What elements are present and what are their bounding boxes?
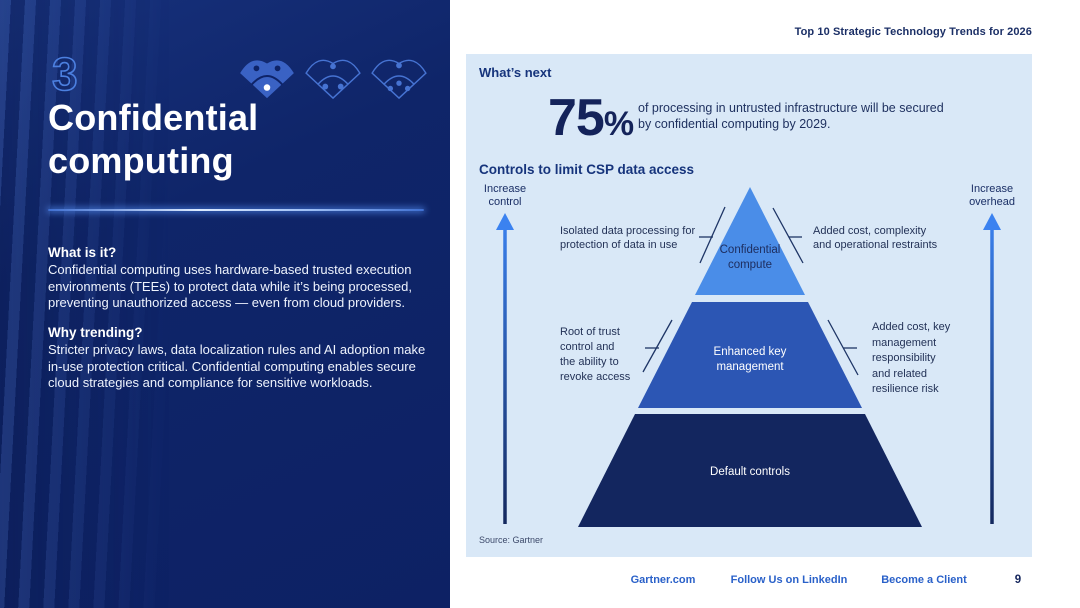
pyramid-level-default-controls [578, 414, 922, 527]
chart-title: Controls to limit CSP data access [479, 162, 695, 177]
increase-control-label: Increase control [483, 183, 527, 208]
what-is-it-body: Confidential computing uses hardware-bas… [48, 262, 412, 310]
increase-control-arrow [496, 213, 514, 524]
fan-one-dot-filled-icon [240, 60, 294, 99]
page-title: Confidential computing [48, 97, 259, 182]
footer-link-become-a-client[interactable]: Become a Client [881, 574, 967, 586]
trend-number-text: 3 [52, 48, 78, 100]
why-trending-heading: Why trending? [48, 325, 143, 340]
why-trending-body: Stricter privacy laws, data localization… [48, 342, 426, 390]
whats-next-label: What’s next [479, 65, 552, 80]
trend-number: 3 [51, 47, 78, 101]
trend-icons-row [236, 52, 430, 100]
source-note: Source: Gartner [479, 535, 544, 545]
sidebar-texture [0, 0, 170, 608]
stat-description: of processing in untrusted infrastructur… [638, 101, 944, 131]
footer-link-gartner-com[interactable]: Gartner.com [630, 574, 696, 586]
annotation-added-cost-complexity: Added cost, complexity and operational r… [813, 225, 938, 251]
fan-three-dots-outline-icon [371, 59, 427, 100]
what-is-it-heading: What is it? [48, 245, 117, 260]
annotation-root-of-trust: Root of trust control and the ability to… [560, 326, 631, 383]
whats-next-panel: What’s next 75% of processing in untrust… [466, 54, 1032, 557]
page-number: 9 [1014, 574, 1022, 586]
annotation-isolated-data-processing: Isolated data processing for protection … [560, 225, 696, 251]
stat-value-number: 75 [548, 89, 605, 147]
increase-overhead-label: Increase overhead [969, 183, 1015, 208]
pyramid-level-enhanced-key-management [638, 302, 862, 408]
default-controls-label: Default controls [710, 466, 790, 478]
confidential-compute-label: Confidential compute [719, 244, 781, 271]
percent-sign: % [603, 105, 634, 143]
annotation-added-cost-key-management: Added cost, key management responsibilit… [872, 321, 951, 395]
stat-value: 75% [548, 88, 634, 148]
enhanced-key-management-label: Enhanced key management [713, 346, 787, 373]
report-title: Top 10 Strategic Technology Trends for 2… [794, 26, 1032, 38]
title-divider [48, 209, 424, 211]
increase-overhead-arrow [983, 213, 1001, 524]
pyramid-level-confidential-compute [695, 187, 805, 295]
trend-sidebar: 3 Confidential computing What is it? [0, 0, 450, 608]
leader-marks [642, 206, 859, 376]
pyramid-diagram [496, 187, 1001, 527]
fan-two-dots-outline-icon [305, 59, 361, 100]
footer-link-linkedin[interactable]: Follow Us on LinkedIn [730, 574, 848, 586]
